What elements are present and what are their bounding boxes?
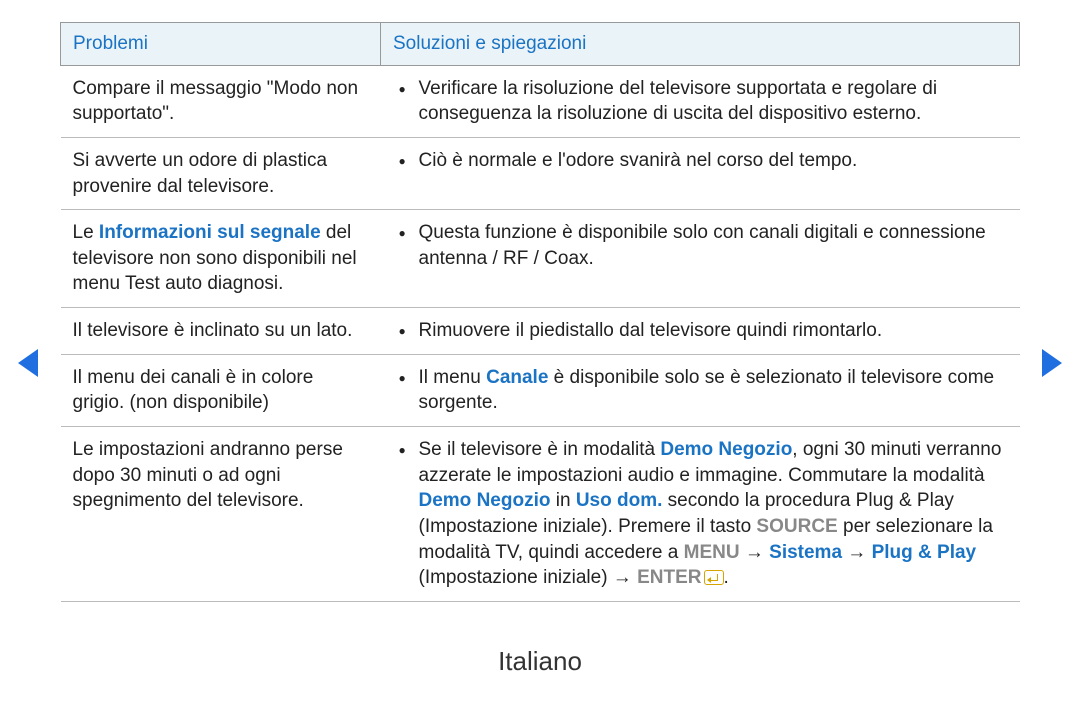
text-segment: Sistema: [769, 542, 842, 563]
problem-cell: Il menu dei canali è in colore grigio. (…: [61, 354, 381, 426]
text-segment: Compare il messaggio "Modo non supportat…: [73, 78, 359, 125]
solution-item: Se il televisore è in modalità Demo Nego…: [393, 437, 1010, 591]
problem-cell: Compare il messaggio "Modo non supportat…: [61, 65, 381, 137]
text-segment: .: [724, 567, 729, 588]
next-page-button[interactable]: [1038, 347, 1066, 384]
text-segment: Plug & Play: [872, 542, 977, 563]
text-segment: Uso dom.: [576, 490, 663, 511]
enter-icon: [704, 570, 724, 585]
text-segment: →: [740, 542, 770, 563]
text-segment: Demo Negozio: [660, 439, 792, 460]
table-row: Compare il messaggio "Modo non supportat…: [61, 65, 1020, 137]
text-segment: Ciò è normale e l'odore svanirà nel cors…: [419, 150, 858, 171]
text-segment: Se il televisore è in modalità: [419, 439, 661, 460]
solution-item: Ciò è normale e l'odore svanirà nel cors…: [393, 148, 1010, 174]
arrow-right-icon: [1038, 347, 1066, 379]
solution-cell: Verificare la risoluzione del televisore…: [381, 65, 1020, 137]
problem-cell: Le Informazioni sul segnale del televiso…: [61, 210, 381, 308]
table-header-row: Problemi Soluzioni e spiegazioni: [61, 23, 1020, 66]
solution-item: Rimuovere il piedistallo dal televisore …: [393, 318, 1010, 344]
text-segment: ENTER: [637, 567, 701, 588]
solution-cell: Se il televisore è in modalità Demo Nego…: [381, 427, 1020, 602]
header-solutions: Soluzioni e spiegazioni: [381, 23, 1020, 66]
solution-cell: Questa funzione è disponibile solo con c…: [381, 210, 1020, 308]
table-row: Le impostazioni andranno perse dopo 30 m…: [61, 427, 1020, 602]
text-segment: →: [842, 542, 872, 563]
text-segment: Il menu: [419, 367, 487, 388]
table-row: Il menu dei canali è in colore grigio. (…: [61, 354, 1020, 426]
text-segment: Canale: [486, 367, 548, 388]
text-segment: SOURCE: [756, 516, 837, 537]
manual-page: Problemi Soluzioni e spiegazioni Compare…: [0, 0, 1080, 705]
prev-page-button[interactable]: [14, 347, 42, 384]
text-segment: Il televisore è inclinato su un lato.: [73, 320, 353, 341]
solution-item: Questa funzione è disponibile solo con c…: [393, 220, 1010, 271]
text-segment: Informazioni sul segnale: [99, 222, 321, 243]
table-row: Le Informazioni sul segnale del televiso…: [61, 210, 1020, 308]
header-problems: Problemi: [61, 23, 381, 66]
solution-cell: Ciò è normale e l'odore svanirà nel cors…: [381, 137, 1020, 209]
table-row: Si avverte un odore di plastica provenir…: [61, 137, 1020, 209]
text-segment: MENU: [684, 542, 740, 563]
footer-language: Italiano: [0, 646, 1080, 677]
solution-item: Verificare la risoluzione del televisore…: [393, 76, 1010, 127]
text-segment: Le: [73, 222, 99, 243]
problem-cell: Si avverte un odore di plastica provenir…: [61, 137, 381, 209]
text-segment: Le impostazioni andranno perse dopo 30 m…: [73, 439, 343, 511]
text-segment: Verificare la risoluzione del televisore…: [419, 78, 938, 125]
troubleshooting-table: Problemi Soluzioni e spiegazioni Compare…: [60, 22, 1020, 602]
problem-cell: Le impostazioni andranno perse dopo 30 m…: [61, 427, 381, 602]
table-body: Compare il messaggio "Modo non supportat…: [61, 65, 1020, 601]
arrow-left-icon: [14, 347, 42, 379]
table-row: Il televisore è inclinato su un lato. Rim…: [61, 308, 1020, 355]
problem-cell: Il televisore è inclinato su un lato.: [61, 308, 381, 355]
solution-cell: Il menu Canale è disponibile solo se è s…: [381, 354, 1020, 426]
text-segment: Si avverte un odore di plastica provenir…: [73, 150, 328, 197]
solution-cell: Rimuovere il piedistallo dal televisore …: [381, 308, 1020, 355]
text-segment: Rimuovere il piedistallo dal televisore …: [419, 320, 883, 341]
text-segment: Demo Negozio: [419, 490, 551, 511]
text-segment: in: [550, 490, 575, 511]
solution-item: Il menu Canale è disponibile solo se è s…: [393, 365, 1010, 416]
text-segment: Il menu dei canali è in colore grigio. (…: [73, 367, 314, 414]
text-segment: Questa funzione è disponibile solo con c…: [419, 222, 986, 269]
text-segment: (Impostazione iniziale) →: [419, 567, 638, 588]
